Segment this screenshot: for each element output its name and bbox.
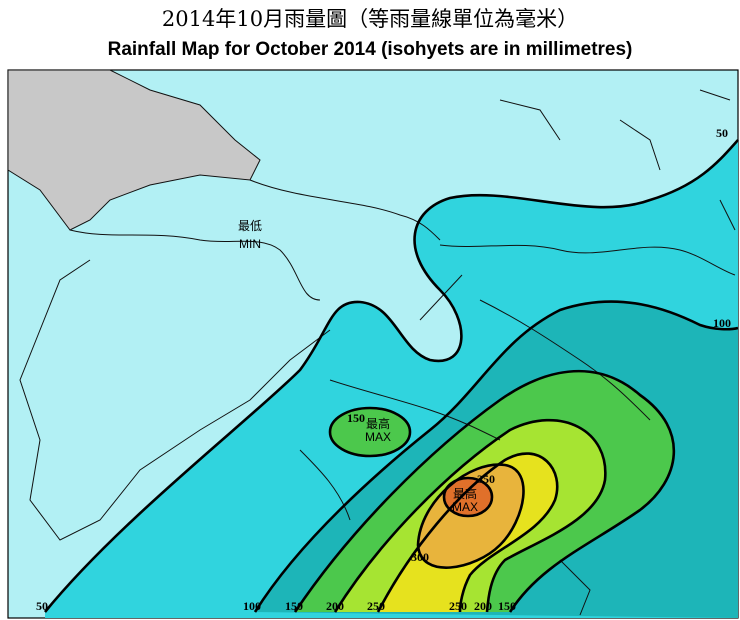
isohyet-label: 50	[36, 599, 48, 613]
title-en: Rainfall Map for October 2014 (isohyets …	[108, 39, 633, 60]
min-en: MIN	[239, 237, 261, 251]
isohyet-label: 150	[285, 599, 303, 613]
max-en: MAX	[452, 500, 478, 514]
isohyet-label: 250	[367, 599, 385, 613]
min-zh: 最低	[238, 219, 262, 233]
isohyet-label: 150	[347, 411, 365, 425]
isohyet-label: 250	[449, 599, 467, 613]
isohyet-label: 300	[411, 550, 429, 564]
isohyet-150-local	[330, 408, 410, 456]
isohyet-label: 50	[716, 126, 728, 140]
isohyet-label: 100	[243, 599, 261, 613]
isohyet-label: 100	[713, 316, 731, 330]
isohyet-label: 150	[498, 599, 516, 613]
map: 最低 MIN 最高 MAX 最高 MAX 50 100 50 100 150 200 250…	[7, 69, 739, 619]
isohyet-label: 350	[477, 472, 495, 486]
isohyet-350-area	[444, 478, 492, 516]
coastlines	[19, 89, 736, 616]
mainland	[7, 69, 261, 231]
isohyet-label: 200	[474, 599, 492, 613]
max-en: MAX	[365, 430, 391, 444]
max-zh: 最高	[366, 416, 390, 431]
contours	[43, 139, 739, 613]
title-zh: 2014年10月雨量圖（等雨量線單位為毫米）	[162, 7, 578, 31]
isohyet-label: 200	[326, 599, 344, 613]
isohyet-labels: 50 100 50 100 150 200 250 250 200 150 300 350 150	[36, 126, 731, 613]
max-zh: 最高	[453, 486, 477, 501]
